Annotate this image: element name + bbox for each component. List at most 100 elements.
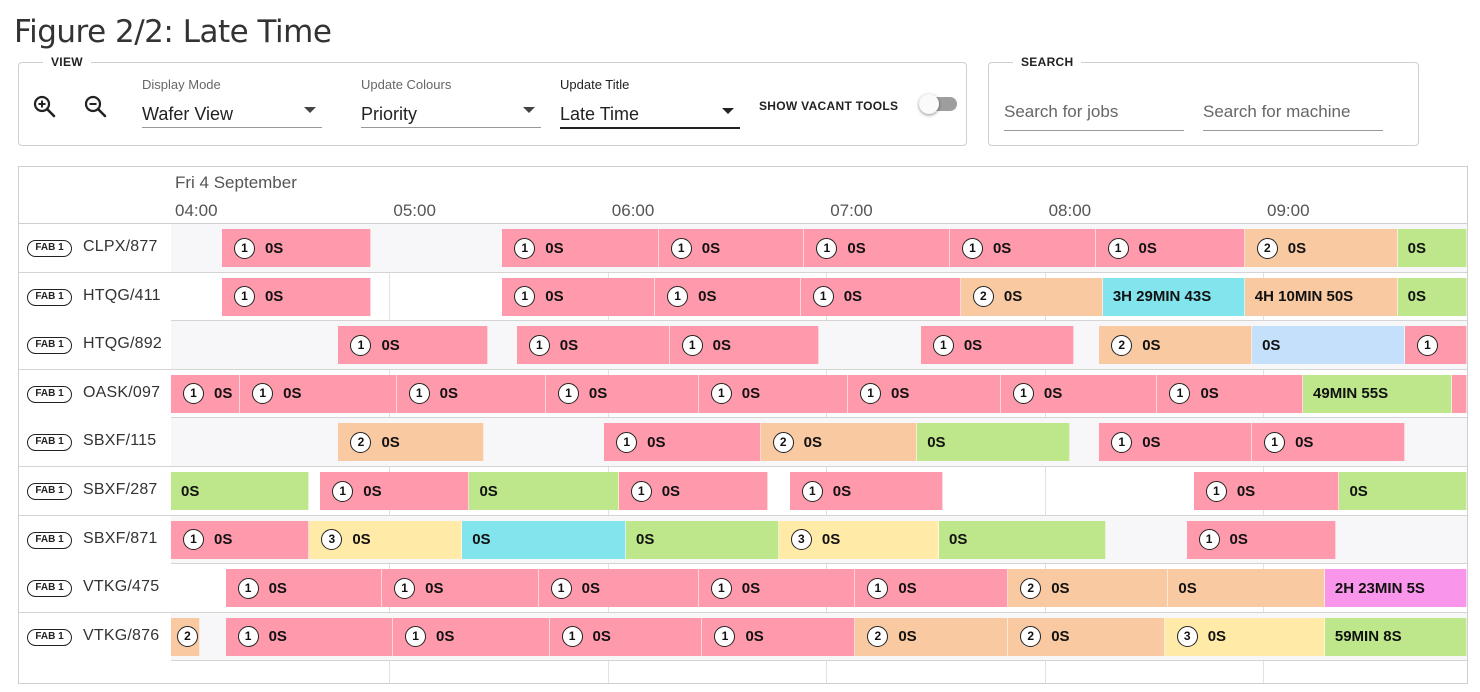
job-bar[interactable]: 1 0S [618,472,768,510]
update-title-select[interactable]: Update Title Late Time [560,77,740,129]
priority-badge: 1 [405,626,427,648]
job-bar[interactable]: 1 0S [698,569,856,608]
job-bar[interactable]: 1 0S [225,617,394,656]
job-bar[interactable]: 1 0S [221,229,372,267]
late-time-text: 0S [647,433,666,451]
zoom-out-button[interactable] [82,93,110,121]
job-bar[interactable]: 1 0S [702,617,856,656]
job-bar[interactable]: 1 0S [1252,423,1405,462]
hour-label: 05:00 [393,201,436,220]
job-bar[interactable]: 1 0S [949,229,1096,267]
job-bar[interactable]: 1 0S [382,569,539,608]
job-bar[interactable]: 2 0S [760,423,918,462]
fab-badge: FAB 1 [27,337,72,355]
priority-badge: 1 [550,577,572,599]
late-time-text: 0S [381,336,400,354]
job-bar[interactable]: 2 0S [1008,617,1165,656]
job-bar[interactable]: 1 0S [221,277,372,316]
job-bar[interactable]: 3 0S [778,520,940,559]
job-bar[interactable]: 0S [939,520,1107,559]
job-bar[interactable]: 0S [1339,472,1467,510]
job-bar[interactable]: 3 0S [1164,617,1325,656]
update-colours-select[interactable]: Update Colours Priority [361,77,541,128]
job-bar[interactable]: 0S [1168,569,1325,608]
job-bar[interactable]: 0S [469,472,619,510]
job-bar[interactable]: 2 0S [855,617,1009,656]
job-bar[interactable]: 2 0S [1008,569,1169,608]
job-bar[interactable]: 1 0S [1186,520,1336,559]
job-bar[interactable]: 1 0S [789,472,943,510]
job-bar[interactable]: 59MIN 8S [1324,617,1467,656]
job-bar[interactable]: 1 0S [604,423,761,462]
priority-badge: 3 [1176,626,1198,648]
job-bar[interactable]: 1 0S [225,569,383,608]
chevron-down-icon [304,107,316,113]
job-bar[interactable]: 4H 10MIN 50S [1244,277,1398,316]
job-bar[interactable]: 0S [1252,326,1405,365]
display-mode-select[interactable]: Display Mode Wafer View [142,77,322,128]
machine-name: VTKG/475 [83,578,160,596]
job-bar[interactable]: 2 0S [960,277,1103,316]
machine-name: HTQG/411 [83,286,161,304]
search-machine-input[interactable]: Search for machine [1203,101,1383,131]
job-bar[interactable]: 0S [1397,229,1467,267]
job-bar[interactable]: 1 0S [240,374,397,413]
job-bar[interactable]: 1 0S [1193,472,1340,510]
job-bar[interactable]: 0S [917,423,1071,462]
job-bar[interactable]: 1 0S [1095,229,1245,267]
job-bar[interactable]: 1 0S [800,277,961,316]
job-bar[interactable]: 1 0S [655,277,801,316]
job-bar[interactable]: 1 0S [1157,374,1304,413]
priority-badge: 1 [867,577,889,599]
late-time-text: 0S [712,336,732,354]
job-bar[interactable]: 1 0S [920,326,1074,365]
search-jobs-input[interactable]: Search for jobs [1004,101,1184,131]
job-bar[interactable]: 1 0S [396,374,546,413]
priority-badge: 1 [183,383,204,405]
job-bar[interactable]: 1 0S [538,569,699,608]
machine-name: SBXF/871 [83,529,158,547]
job-bar[interactable]: 1 0S [338,326,488,365]
job-bar[interactable]: 1 0S [804,229,950,267]
zoom-in-button[interactable] [31,93,59,121]
zoom-out-icon [84,95,107,118]
job-bar[interactable]: 0S [171,472,310,510]
job-bar[interactable]: 0S [462,520,626,559]
machine-label: FAB 1 VTKG/876 [19,612,171,661]
machine-label: FAB 1 SBXF/115 [19,418,171,467]
show-vacant-tools-toggle[interactable] [919,94,957,114]
job-bar[interactable]: 1 0S [698,374,849,413]
job-bar[interactable]: 1 0S [545,374,699,413]
job-bar[interactable]: 1 0S [320,472,470,510]
job-bar[interactable]: 1 0S [393,617,550,656]
machine-name: VTKG/876 [83,626,160,644]
job-bar[interactable]: 1 0S [1000,374,1158,413]
job-bar[interactable]: 0S [1397,277,1467,316]
job-bar[interactable]: 1 0S [516,326,670,365]
job-bar[interactable]: 1 0S [502,277,656,316]
job-bar[interactable]: 2 0S [1099,326,1253,365]
job-bar[interactable]: 2H 23MIN 5S [1324,569,1467,608]
job-bar[interactable]: 3 0S [309,520,463,559]
job-bar[interactable]: 1 0S [1099,423,1253,462]
job-bar[interactable]: 1 [1404,326,1467,365]
job-bar[interactable]: 0S [626,520,779,559]
job-bar[interactable]: 2 0S [338,423,485,462]
job-bar[interactable]: 1 0S [669,326,819,365]
job-bar[interactable]: 49MIN 55S [1303,374,1453,413]
late-time-text: 0S [1003,288,1023,306]
job-bar[interactable]: 1 0S [855,569,1009,608]
job-bar[interactable]: 3H 29MIN 43S [1102,277,1245,316]
job-bar[interactable]: 1 0S [549,617,703,656]
job-bar[interactable]: 1 0S [171,520,310,559]
job-bar[interactable]: 1 0S [171,374,241,413]
job-bar[interactable]: 1 0S [502,229,659,267]
job-bar[interactable] [1452,374,1467,413]
search-legend: SEARCH [1013,55,1082,69]
job-bar[interactable]: 2 0S [1244,229,1398,267]
job-bar[interactable]: 2 [171,617,201,656]
machine-name: CLPX/877 [83,238,158,255]
job-bar[interactable]: 1 0S [848,374,1001,413]
late-time-text: 0S [214,531,233,549]
job-bar[interactable]: 1 0S [658,229,805,267]
